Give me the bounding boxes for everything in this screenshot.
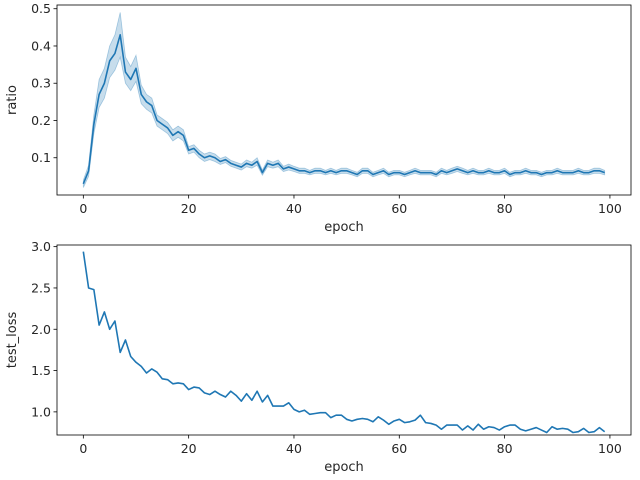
y-tick-label: 2.5 xyxy=(31,280,51,295)
x-tick-label: 80 xyxy=(497,441,513,456)
test-loss-subplot: 0 20 40 60 80 100 1.0 1.5 2.0 2.5 3.0 epoch test_los… xyxy=(5,239,632,475)
axes-frame xyxy=(56,244,632,436)
y-tick-label: 0.3 xyxy=(31,76,51,91)
x-tick-label: 100 xyxy=(598,201,622,216)
y-tick-label: 0.1 xyxy=(31,150,51,165)
x-tick-label: 0 xyxy=(79,441,87,456)
y-tick-label: 1.0 xyxy=(31,404,51,419)
x-tick-label: 80 xyxy=(497,201,513,216)
y-tick-label: 2.0 xyxy=(31,322,51,337)
y-tick-label: 0.2 xyxy=(31,113,51,128)
x-tick-label: 0 xyxy=(79,201,87,216)
x-tick-label: 100 xyxy=(598,441,622,456)
axes-frame xyxy=(56,4,632,196)
x-tick-label: 60 xyxy=(391,201,407,216)
x-tick-label: 20 xyxy=(181,441,197,456)
y-axis-label: test_loss xyxy=(5,311,20,368)
y-tick-label: 0.5 xyxy=(31,1,51,16)
y-tick-label: 0.4 xyxy=(31,38,51,53)
y-axis-label: ratio xyxy=(5,85,20,115)
x-tick-label: 40 xyxy=(286,201,302,216)
x-axis-label: epoch xyxy=(324,460,364,475)
x-tick-label: 60 xyxy=(391,441,407,456)
ratio-subplot: 0 20 40 60 80 100 0.1 0.2 0.3 0.4 0.5 epoch ratio xyxy=(5,1,632,235)
x-tick-label: 40 xyxy=(286,441,302,456)
x-axis-label: epoch xyxy=(324,220,364,235)
series-line xyxy=(82,33,605,185)
y-tick-label: 3.0 xyxy=(31,239,51,254)
y-tick-label: 1.5 xyxy=(31,363,51,378)
confidence-band xyxy=(82,12,606,188)
x-tick-label: 20 xyxy=(181,201,197,216)
series-line xyxy=(82,251,606,434)
